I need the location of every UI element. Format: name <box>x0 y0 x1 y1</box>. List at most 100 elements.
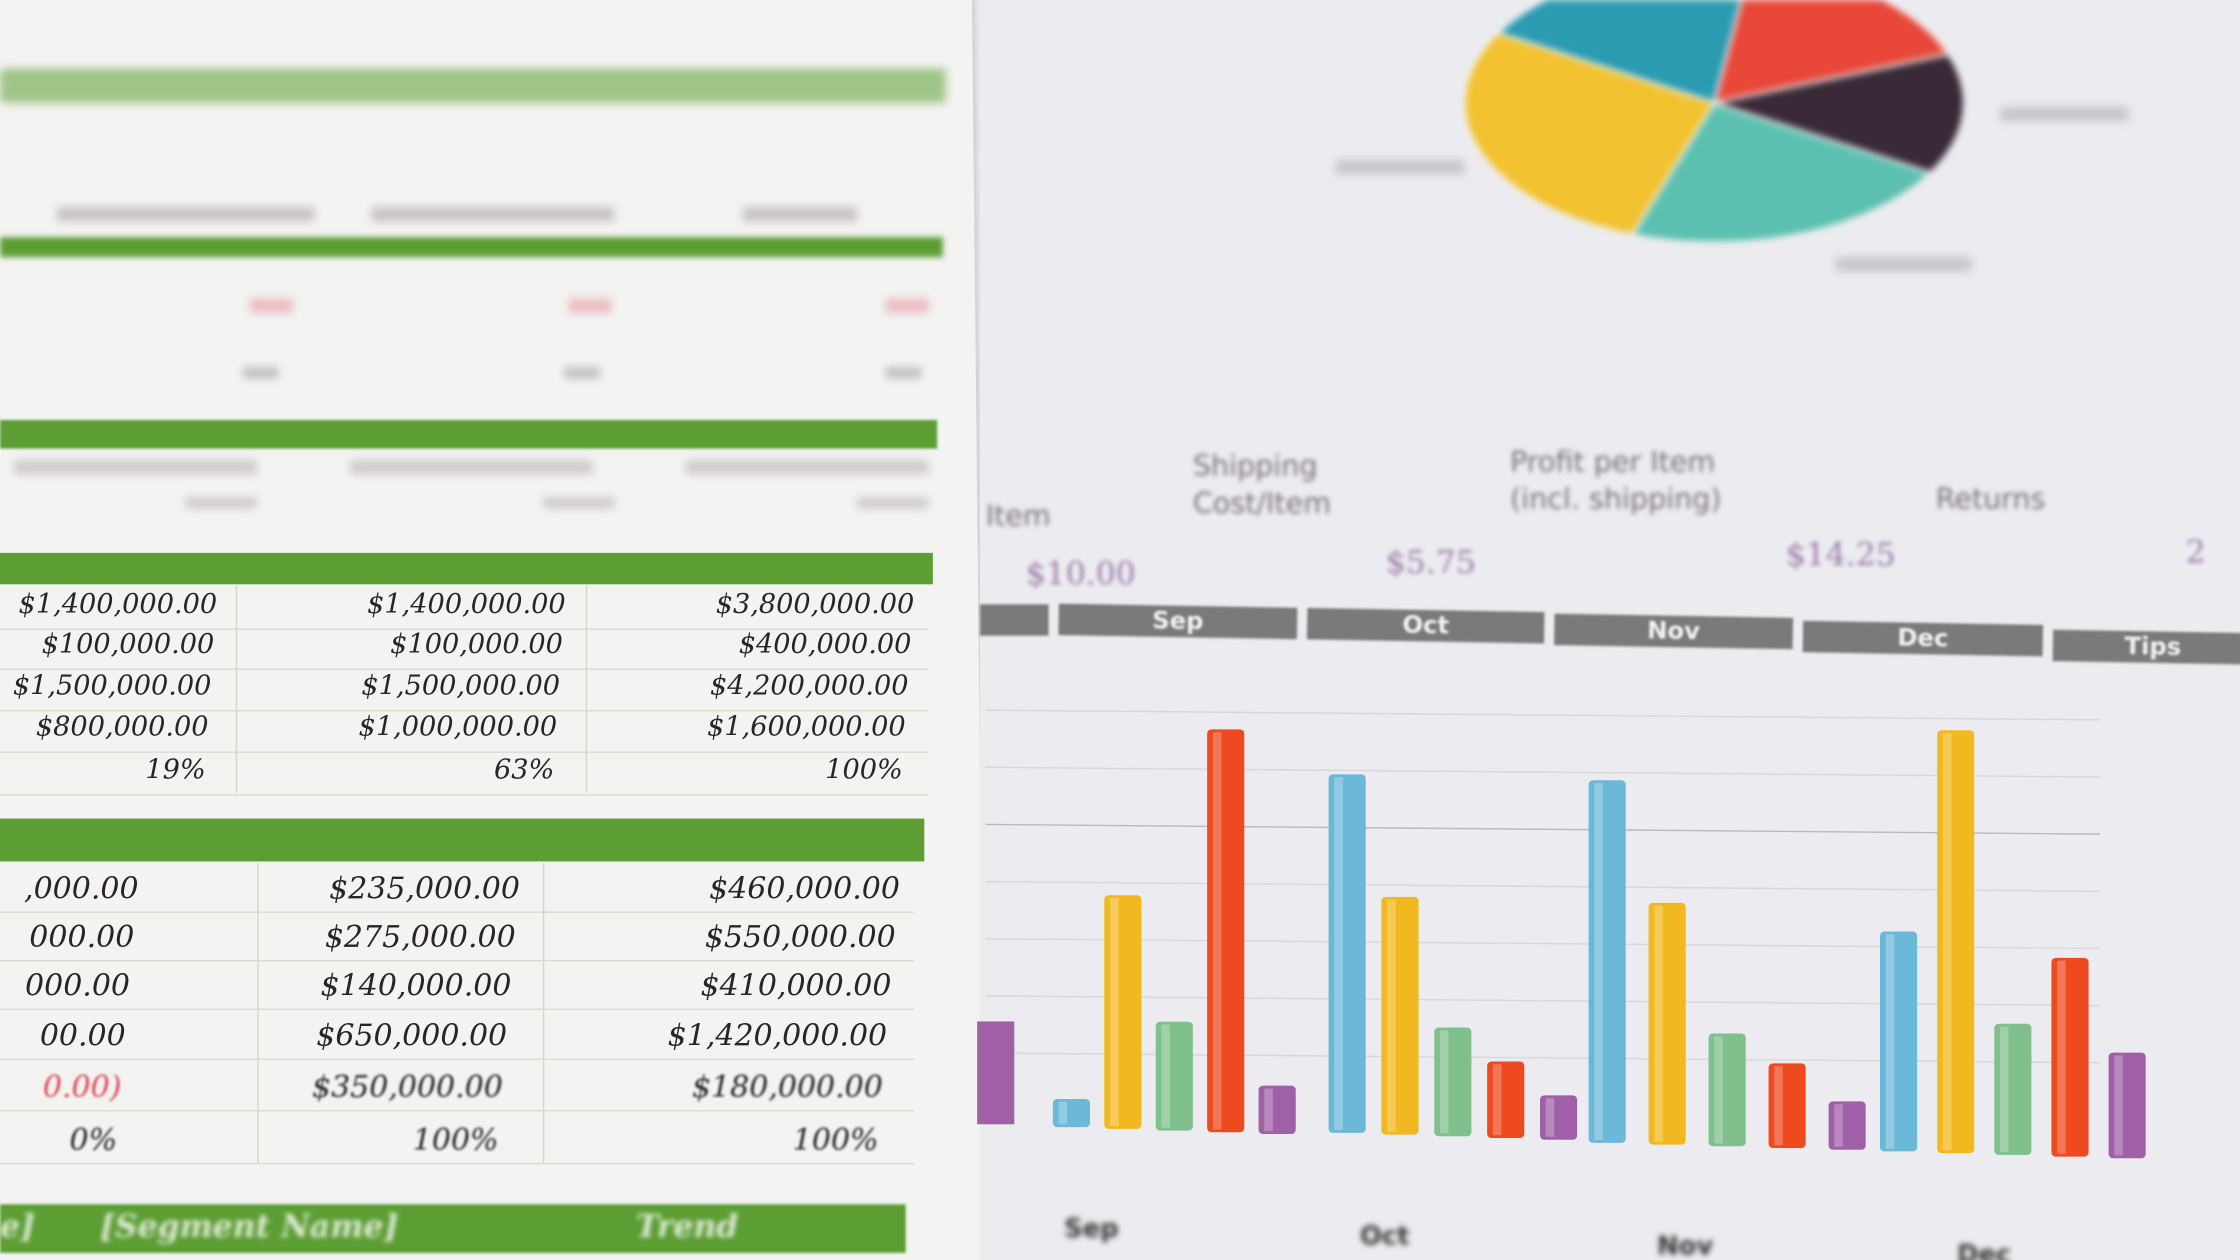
bar-highlight <box>1885 934 1895 1149</box>
bar-nov-1 <box>1648 902 1686 1145</box>
pie-label <box>1999 107 2129 122</box>
table-cell: $1,420,000.00 <box>667 1018 888 1053</box>
header-profit: Profit per Item (incl. shipping) <box>1509 444 1722 516</box>
row-divider <box>0 668 929 670</box>
table-cell: $650,000.00 <box>316 1018 508 1053</box>
bar-oct-2 <box>1434 1027 1472 1137</box>
table-cell: 100% <box>412 1122 499 1158</box>
bar-dec-1 <box>1937 730 1975 1154</box>
blurred-header-row <box>57 207 914 224</box>
bar-dec-0 <box>1879 931 1918 1152</box>
table-cell: $1,400,000.00 <box>18 588 218 620</box>
bar-highlight <box>1058 1101 1068 1125</box>
bar-oct-1 <box>1381 896 1419 1135</box>
bar-oct-3 <box>1487 1061 1525 1138</box>
pie-slice <box>1708 52 1966 175</box>
table-cell: $550,000.00 <box>704 919 896 955</box>
bar-highlight <box>2057 960 2066 1154</box>
bar-highlight <box>1999 1026 2009 1152</box>
table-cell: $275,000.00 <box>324 919 516 955</box>
table-cell: $1,600,000.00 <box>707 711 906 743</box>
table-cell: $350,000.00 <box>311 1069 503 1105</box>
bar-dec-3 <box>2051 957 2089 1157</box>
table-cell: 00.00 <box>39 1018 126 1053</box>
bar-oct-0 <box>1328 774 1366 1133</box>
bar-highlight <box>1942 733 1952 1151</box>
bar-highlight <box>1654 905 1663 1142</box>
row-divider <box>0 1162 915 1165</box>
column-header-trend: Trend <box>635 1208 739 1246</box>
bar-highlight <box>1439 1030 1449 1134</box>
table-cell: 0% <box>69 1122 118 1158</box>
bar-dec-2 <box>1994 1023 2032 1155</box>
row-divider <box>0 1008 915 1010</box>
pie-slice <box>1462 31 1717 237</box>
bar-nov-2 <box>1708 1033 1746 1147</box>
table-cell: 100% <box>792 1122 879 1158</box>
blurred-rows <box>0 264 943 393</box>
row-divider <box>0 751 929 753</box>
table-cell: $1,400,000.00 <box>367 588 566 620</box>
group-label-nov: Nov <box>1657 1231 1714 1260</box>
table-cell: 0.00) <box>42 1069 122 1105</box>
group-label-oct: Oct <box>1359 1221 1410 1252</box>
row-divider <box>0 1058 915 1060</box>
row-divider <box>0 911 915 913</box>
header-bar <box>0 818 925 862</box>
bar-highlight <box>1594 783 1603 1140</box>
bar-nov-4 <box>1828 1101 1866 1150</box>
bar-dec-4 <box>2108 1052 2146 1159</box>
table-cell: $180,000.00 <box>691 1069 883 1105</box>
pie-slice <box>1712 0 1951 105</box>
table-cell: 19% <box>145 754 206 786</box>
bar-highlight <box>1212 732 1222 1130</box>
bar-highlight <box>1545 1098 1555 1137</box>
pie-slice <box>1629 101 1934 245</box>
row-divider <box>0 794 929 796</box>
table-cell: $235,000.00 <box>329 871 520 906</box>
month-header-blank <box>979 604 1049 636</box>
table-cell: $460,000.00 <box>709 871 900 906</box>
table-cell: $1,500,000.00 <box>12 669 212 702</box>
pie-slice <box>1495 0 1743 105</box>
bar-sep-3 <box>1207 729 1245 1133</box>
bar-highlight <box>1334 777 1343 1130</box>
value-shipping: $5.75 <box>1385 545 1476 582</box>
group-label-sep: Sep <box>1064 1214 1119 1245</box>
bar-sep-4 <box>1258 1085 1296 1134</box>
table-cell: 63% <box>493 754 555 786</box>
bar-highlight <box>1834 1104 1843 1147</box>
header-bar <box>0 237 943 258</box>
bar-highlight <box>1492 1064 1502 1136</box>
header-returns: Returns <box>1935 481 2046 516</box>
bar-highlight <box>1161 1024 1170 1128</box>
bar-oct-4 <box>1539 1095 1578 1140</box>
header-shipping: Shipping Cost/Item <box>1192 448 1332 520</box>
table-cell: $1,000,000.00 <box>358 711 558 743</box>
bar-sep-2 <box>1155 1021 1193 1131</box>
table-cell: $410,000.00 <box>700 968 892 1003</box>
bar-highlight <box>1109 898 1119 1126</box>
header-bar <box>0 552 933 585</box>
table-cell: ,000.00 <box>24 871 139 906</box>
group-label-dec: Dec <box>1957 1239 2012 1260</box>
header-item: Item <box>985 498 1051 533</box>
table-cell: 100% <box>825 754 903 786</box>
value-returns: 2 <box>2185 535 2206 572</box>
header-bar <box>0 1204 906 1253</box>
bar-highlight <box>1714 1036 1723 1144</box>
value-item: $10.00 <box>1025 557 1136 593</box>
row-divider <box>0 709 929 712</box>
row-divider <box>0 959 915 962</box>
bar-highlight <box>1264 1088 1273 1132</box>
value-profit: $14.25 <box>1785 538 1896 575</box>
bar-sep-1 <box>1104 895 1142 1129</box>
column-header: e] <box>0 1208 35 1246</box>
bar-highlight <box>1774 1066 1783 1146</box>
bar-nov-0 <box>1588 780 1626 1143</box>
table-cell: $800,000.00 <box>35 711 209 743</box>
blurred-rows <box>14 459 929 517</box>
table-cell: $100,000.00 <box>41 628 215 660</box>
